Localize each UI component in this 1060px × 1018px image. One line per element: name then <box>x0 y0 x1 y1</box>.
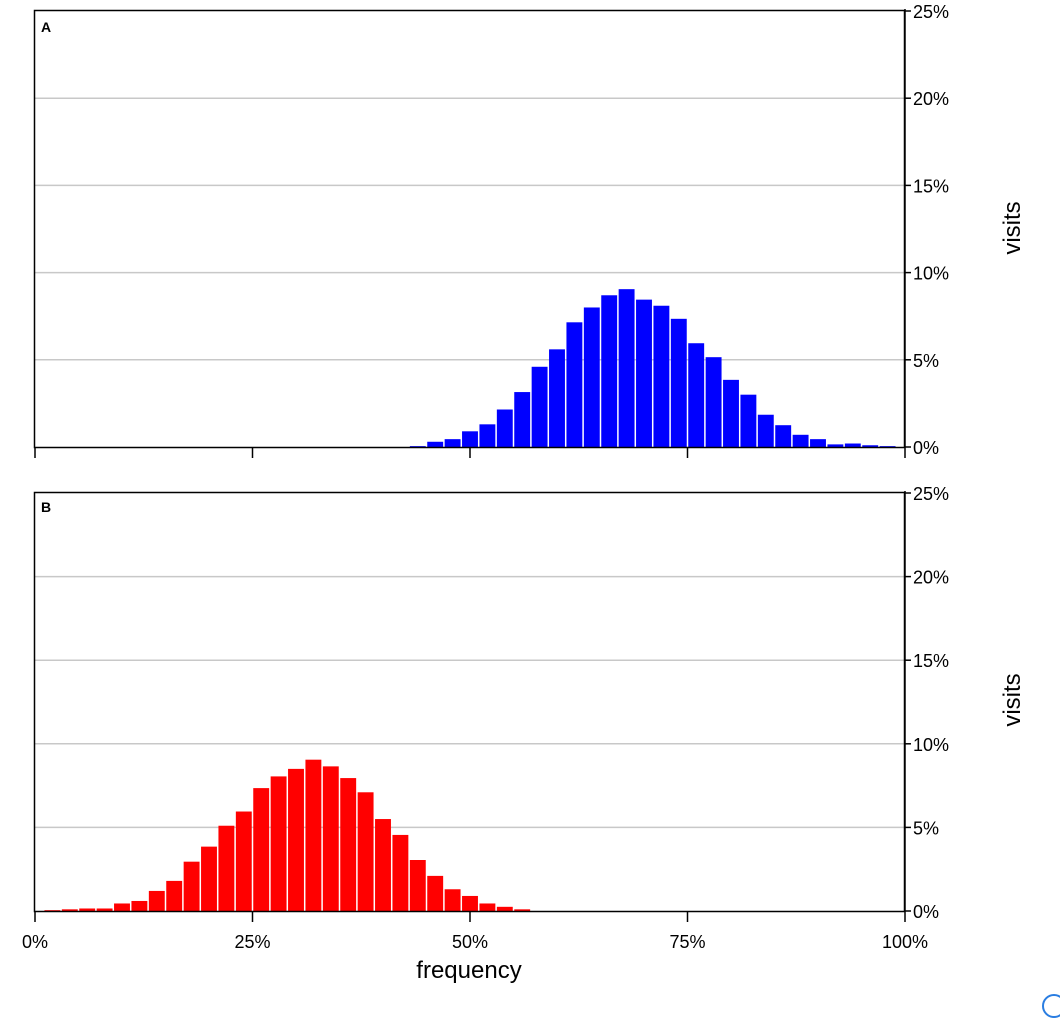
histogram-bar <box>131 900 148 911</box>
histogram-bar <box>618 289 635 447</box>
histogram-bar <box>44 910 61 911</box>
histogram-bar <box>253 788 270 911</box>
histogram-bar <box>636 299 652 447</box>
panel-b-y-tick-label: 5% <box>913 818 939 838</box>
histogram-bar <box>148 890 165 911</box>
x-axis-title: frequency <box>416 957 521 984</box>
histogram-bar <box>183 861 200 911</box>
panel-b-y-tick-label: 25% <box>913 484 949 504</box>
histogram-bar <box>427 441 444 447</box>
histogram-bar <box>340 778 357 911</box>
histogram-bar <box>723 379 739 447</box>
panel-b-x-axis: 0% 25% 50% 75% 100% <box>22 911 928 952</box>
histogram-bar <box>566 322 583 447</box>
histogram-bar <box>61 909 78 911</box>
histogram-bar <box>218 825 235 911</box>
histogram-bar <box>583 307 600 447</box>
histogram-bar <box>775 425 792 447</box>
histogram-bar <box>114 903 130 911</box>
histogram-bar <box>688 343 705 447</box>
histogram-bar <box>653 305 670 447</box>
histogram-bar <box>392 834 409 911</box>
panel-a-gridlines <box>35 97 905 361</box>
histogram-bar <box>514 909 531 911</box>
histogram-bar <box>531 366 548 447</box>
x-tick-label: 0% <box>22 932 48 952</box>
panel-a: 0% 5% 10% 15% 20% 25% A visits <box>33 2 1026 458</box>
histogram-bar <box>496 906 513 911</box>
histogram-bar <box>479 903 496 911</box>
panel-b-frame <box>33 491 906 913</box>
panel-a-y-axis-title: visits <box>999 201 1026 254</box>
histogram-bar <box>792 434 809 447</box>
panel-b-y-tick-label: 0% <box>913 902 939 922</box>
histogram-bar <box>375 819 391 911</box>
panel-b-gridlines <box>35 575 905 829</box>
panel-a-x-ticks <box>34 447 906 458</box>
panel-a-frame <box>33 9 906 449</box>
histogram-bar <box>79 908 96 911</box>
histogram-bar <box>444 439 461 447</box>
panel-b-y-axis-title: visits <box>999 673 1026 726</box>
histogram-bar <box>409 446 426 447</box>
x-tick-label: 50% <box>452 932 488 952</box>
panel-a-bars <box>409 289 896 447</box>
histogram-bar <box>827 444 844 447</box>
histogram-bar <box>601 295 618 447</box>
panel-a-y-tick-label: 15% <box>913 176 949 196</box>
histogram-bar <box>409 860 426 911</box>
panel-b-y-tick-label: 15% <box>913 651 949 671</box>
panel-a-y-tick-label: 20% <box>913 89 949 109</box>
histogram-bar <box>757 414 774 447</box>
histogram-bar <box>357 792 374 911</box>
histogram-bar <box>810 439 826 447</box>
histogram-bar <box>844 443 861 447</box>
panel-b: 0% 25% 50% 75% 100% 0% 5% 10% 15% 20% 25% B visit… <box>22 484 1026 984</box>
histogram-bar <box>462 431 478 447</box>
x-tick-label: 25% <box>234 932 270 952</box>
panel-b-label: B <box>41 499 51 515</box>
x-tick-label: 100% <box>882 932 928 952</box>
histogram-bar <box>235 811 252 911</box>
histogram-bar <box>549 349 565 447</box>
panel-a-y-axis: 0% 5% 10% 15% 20% 25% <box>904 2 949 458</box>
histogram-bar <box>166 880 183 911</box>
histogram-bar <box>479 424 496 447</box>
histogram-bar <box>740 394 757 447</box>
panel-a-y-tick-label: 0% <box>913 438 939 458</box>
histogram-bar <box>862 445 879 447</box>
histogram-bar <box>305 759 322 911</box>
histogram-bar <box>201 846 217 911</box>
histogram-bar <box>462 895 478 911</box>
histogram-bar <box>96 908 113 911</box>
histogram-bar <box>514 392 531 447</box>
histogram-bar <box>270 776 287 911</box>
corner-indicator-icon <box>1042 994 1060 1018</box>
histogram-bar <box>322 766 339 911</box>
histogram-bar <box>879 446 896 447</box>
panel-b-bars <box>44 759 531 911</box>
panel-a-label: A <box>41 19 51 35</box>
panel-a-y-tick-label: 10% <box>913 264 949 284</box>
histogram-bar <box>705 357 722 447</box>
panel-b-y-tick-label: 10% <box>913 735 949 755</box>
histogram-bar <box>427 875 444 911</box>
histogram-bar <box>288 768 304 911</box>
panel-b-y-axis: 0% 5% 10% 15% 20% 25% <box>904 484 949 922</box>
panel-a-y-tick-label: 5% <box>913 351 939 371</box>
histogram-bar <box>444 889 461 911</box>
histogram-bar <box>496 409 513 447</box>
panel-a-y-tick-label: 25% <box>913 2 949 22</box>
histogram-bar <box>670 318 687 447</box>
x-tick-label: 75% <box>669 932 705 952</box>
panel-b-y-tick-label: 20% <box>913 568 949 588</box>
